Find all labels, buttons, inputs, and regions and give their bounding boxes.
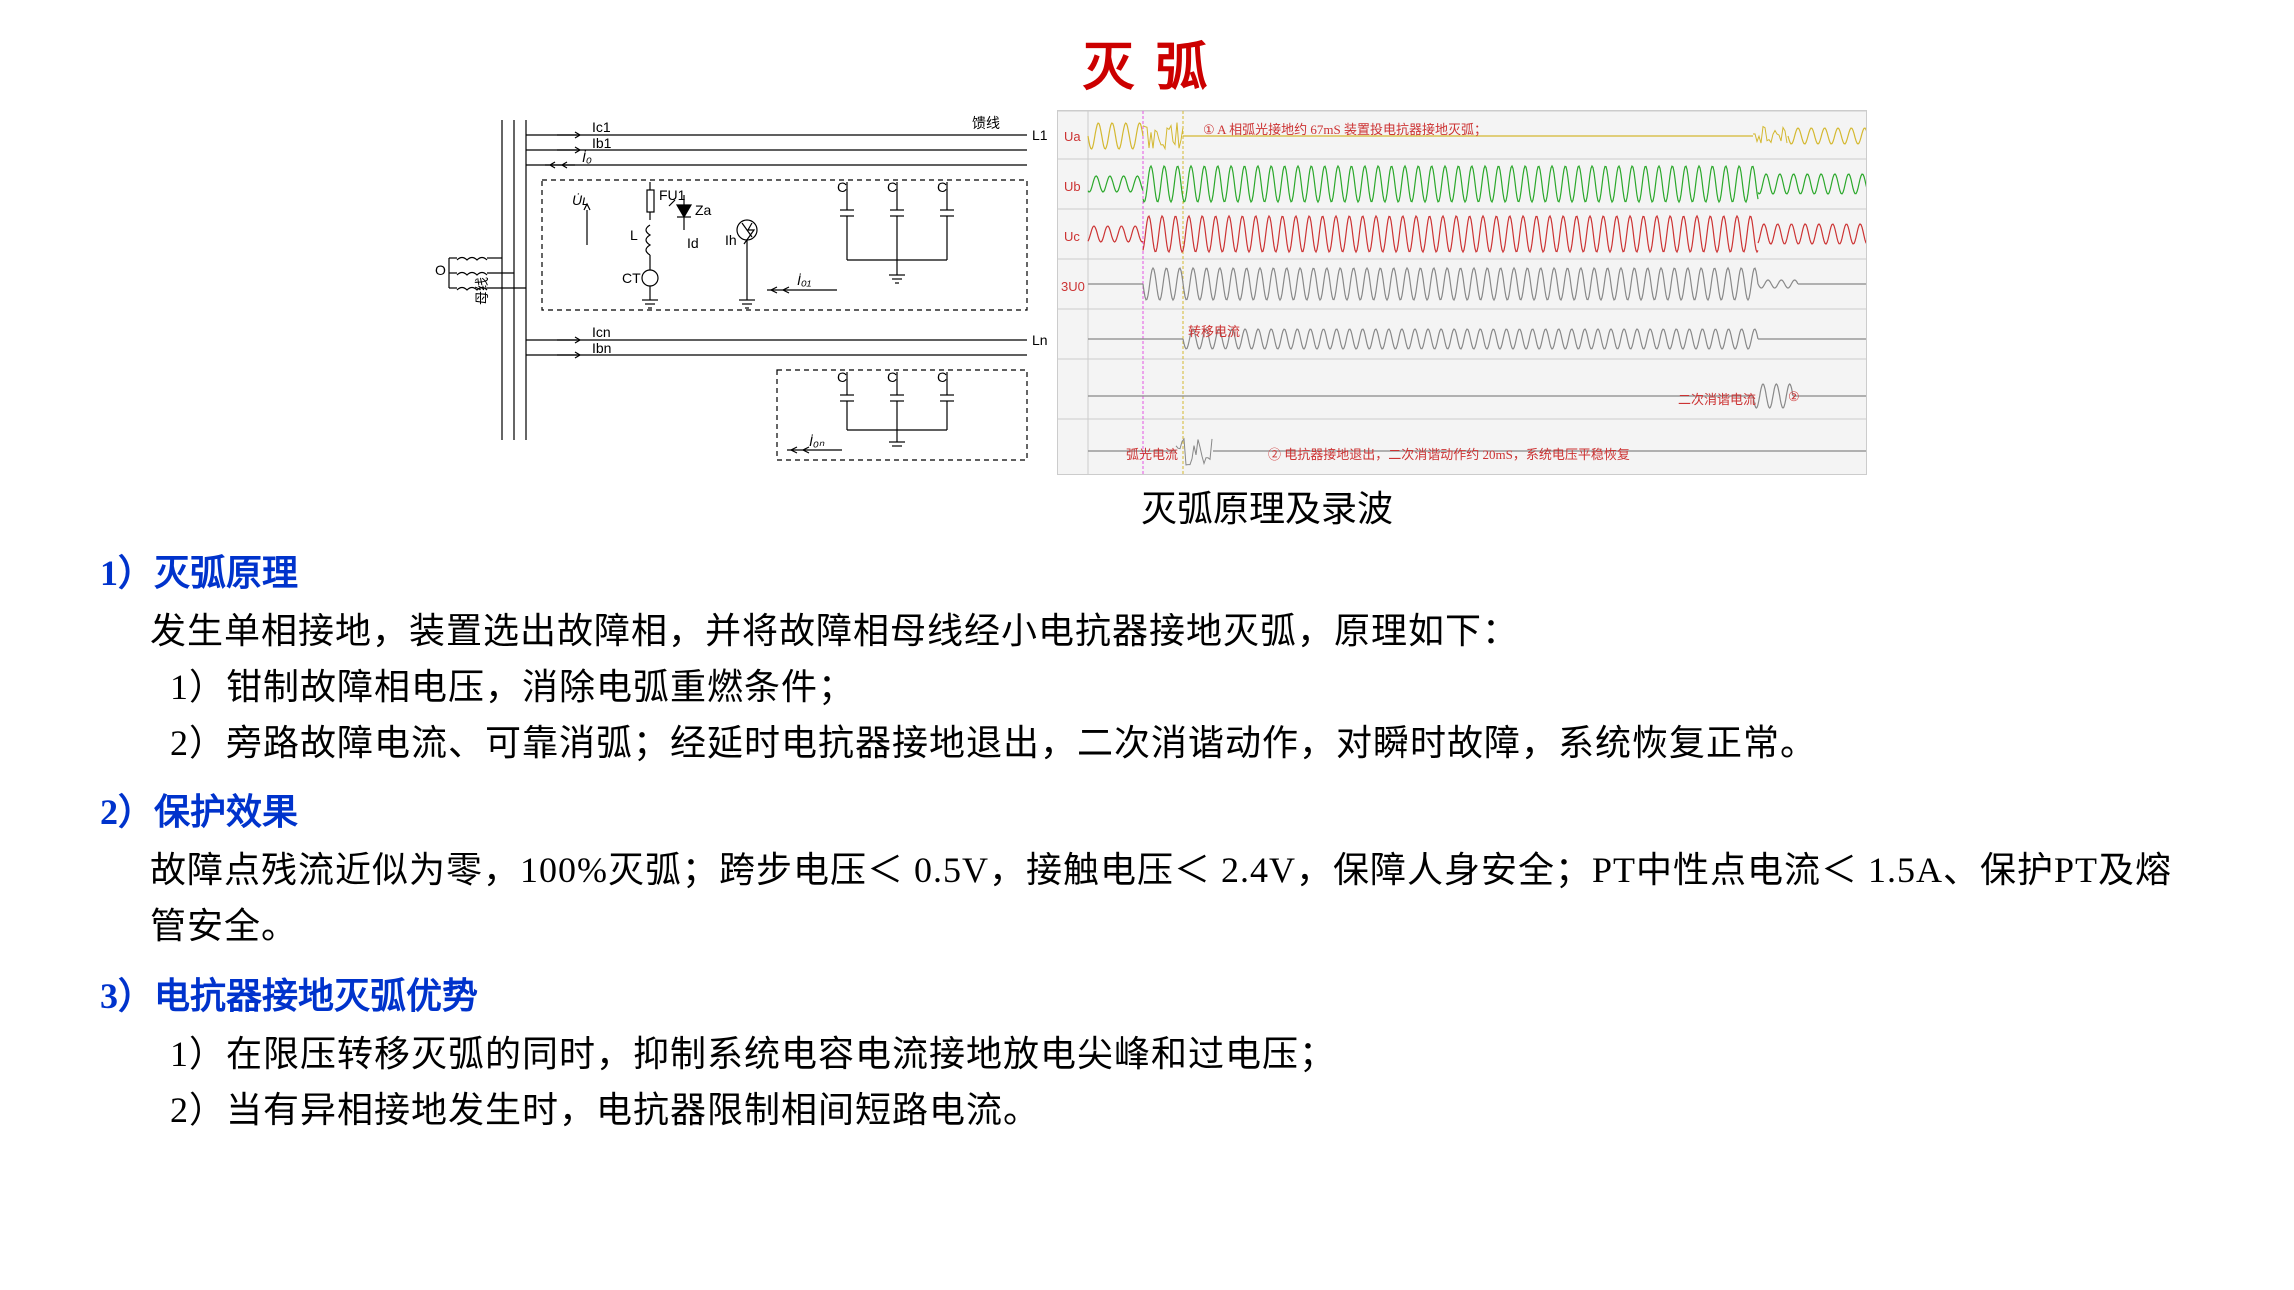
label-o: O: [435, 262, 446, 278]
figure-caption: 灭弧原理及录波: [547, 480, 1987, 532]
figure-row: 馈线 L1 Ln Ic1 Ib1 İ₀ Icn Ibn U̇ʟ FU1 Za L…: [0, 110, 2294, 475]
label-l1: L1: [1032, 127, 1048, 143]
note2: ② 电抗器接地退出，二次消谐动作约 20mS，系统电压平稳恢复: [1268, 444, 1630, 463]
label-c2: C: [887, 179, 897, 195]
label-c5: C: [887, 369, 897, 385]
label-feeder: 馈线: [972, 115, 1000, 131]
label-arc: 弧光电流: [1126, 444, 1178, 463]
label-uc: Uc: [1064, 229, 1080, 244]
section3-i2: 2）当有异相接地发生时，电抗器限制相间短路电流。: [170, 1083, 2194, 1139]
label-ub: Ub: [1064, 179, 1081, 194]
label-bus: 母线: [474, 277, 490, 305]
label-i01: İ₀₁: [797, 272, 812, 288]
waveform-chart: Ua Ub Uc 3U0 ① A 相弧光接地约 67mS 装置投电抗器接地灭弧；…: [1057, 110, 1867, 475]
label-icn: Icn: [592, 324, 611, 340]
label-za: Za: [695, 202, 712, 218]
label-ib1: Ib1: [592, 135, 612, 151]
label-l: L: [630, 227, 638, 243]
label-circ2a: ②: [1788, 389, 1800, 405]
circuit-diagram: 馈线 L1 Ln Ic1 Ib1 İ₀ Icn Ibn U̇ʟ FU1 Za L…: [427, 110, 1057, 475]
label-c1: C: [837, 179, 847, 195]
label-3u0: 3U0: [1061, 279, 1085, 294]
label-c6: C: [937, 369, 947, 385]
label-ct: CT: [622, 270, 641, 286]
label-ua: Ua: [1064, 129, 1081, 144]
label-c4: C: [837, 369, 847, 385]
label-i0: İ₀: [582, 149, 592, 165]
label-transfer: 转移电流: [1188, 321, 1240, 340]
note1: ① A 相弧光接地约 67mS 装置投电抗器接地灭弧；: [1203, 119, 1487, 138]
label-ih: Ih: [725, 232, 737, 248]
label-fu1: FU1: [659, 187, 686, 203]
section1-i2: 2）旁路故障电流、可靠消弧；经延时电抗器接地退出，二次消谐动作，对瞬时故障，系统…: [170, 716, 2194, 772]
section3-i1: 1）在限压转移灭弧的同时，抑制系统电容电流接地放电尖峰和过电压；: [170, 1027, 2194, 1083]
section2-head: 2）保护效果: [100, 783, 2194, 835]
text-content: 1）灭弧原理 发生单相接地，装置选出故障相，并将故障相母线经小电抗器接地灭弧，原…: [0, 544, 2294, 1139]
page-title: 灭 弧: [0, 0, 2294, 100]
section1-i1: 1）钳制故障相电压，消除电弧重燃条件；: [170, 660, 2194, 716]
section1-head: 1）灭弧原理: [100, 544, 2194, 596]
label-ul: U̇ʟ: [572, 192, 588, 208]
label-ibn: Ibn: [592, 340, 611, 356]
label-i0n: İ₀ₙ: [809, 433, 825, 449]
section2-p1: 故障点残流近似为零，100%灭弧；跨步电压＜ 0.5V，接触电压＜ 2.4V，保…: [150, 843, 2194, 955]
label-ln: Ln: [1032, 332, 1048, 348]
section1-p1: 发生单相接地，装置选出故障相，并将故障相母线经小电抗器接地灭弧，原理如下：: [150, 604, 2194, 660]
label-ic1: Ic1: [592, 119, 611, 135]
section3-head: 3）电抗器接地灭弧优势: [100, 967, 2194, 1019]
label-harmonic: 二次消谐电流: [1678, 389, 1756, 408]
label-id: Id: [687, 235, 699, 251]
label-c3: C: [937, 179, 947, 195]
